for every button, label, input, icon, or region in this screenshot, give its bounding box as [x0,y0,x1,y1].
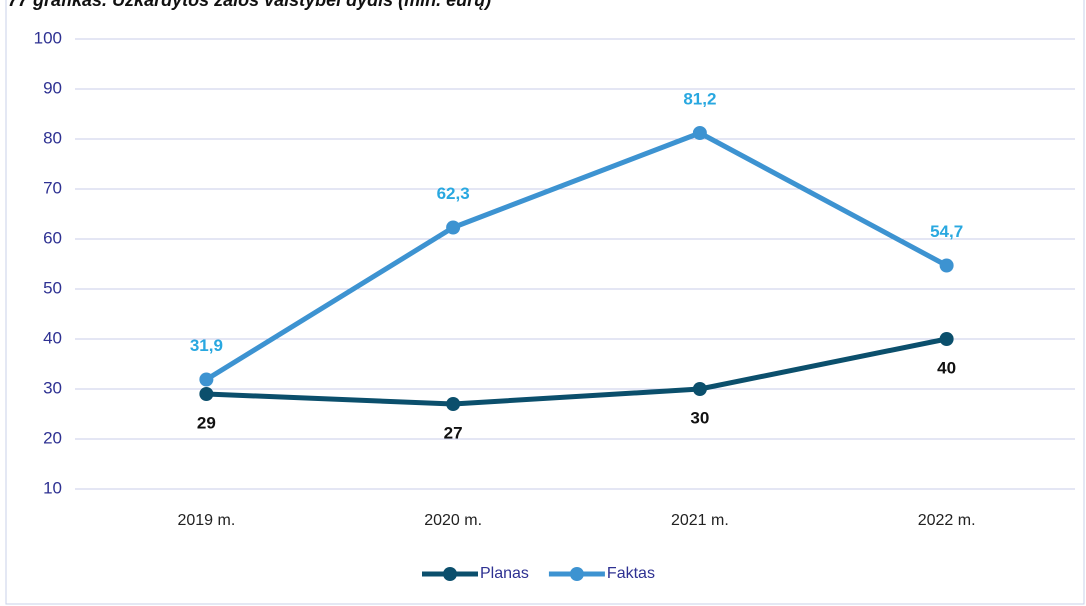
point [199,387,214,401]
chart-title: 77 grafikas. Užkardytos žalos valstybei … [8,0,491,10]
y-tick-label: 90 [43,78,62,97]
y-tick-label: 10 [43,478,62,497]
y-tick-label: 70 [43,178,62,197]
y-tick-label: 30 [43,378,62,397]
y-tick-label: 100 [34,28,62,47]
legend-marker [443,567,457,581]
y-tick-label: 50 [43,278,62,297]
point [939,332,954,346]
data-label: 30 [690,408,709,427]
y-tick-label: 40 [43,328,62,347]
point [446,397,461,411]
x-tick-label: 2021 m. [671,512,729,529]
y-tick-label: 80 [43,128,62,147]
point [939,258,954,273]
legend-label: Planas [480,565,529,582]
y-tick-label: 60 [43,228,62,247]
point [692,382,707,396]
data-label: 40 [937,358,956,377]
data-label: 27 [444,423,463,442]
data-label: 54,7 [930,222,963,241]
series-line [205,130,948,382]
legend-label: Faktas [607,565,655,582]
data-label: 31,9 [190,336,223,355]
legend-marker [569,567,584,581]
point [446,220,461,235]
x-tick-label: 2022 m. [918,512,976,529]
data-label: 81,2 [683,89,716,108]
chart-border [5,0,1085,605]
y-tick-label: 20 [43,428,62,447]
x-tick-label: 2019 m. [177,512,235,529]
x-tick-label: 2020 m. [424,512,482,529]
data-label: 29 [197,413,216,432]
series-line [206,336,948,407]
point [692,126,707,140]
data-label: 62,3 [437,184,470,203]
point [199,372,214,387]
